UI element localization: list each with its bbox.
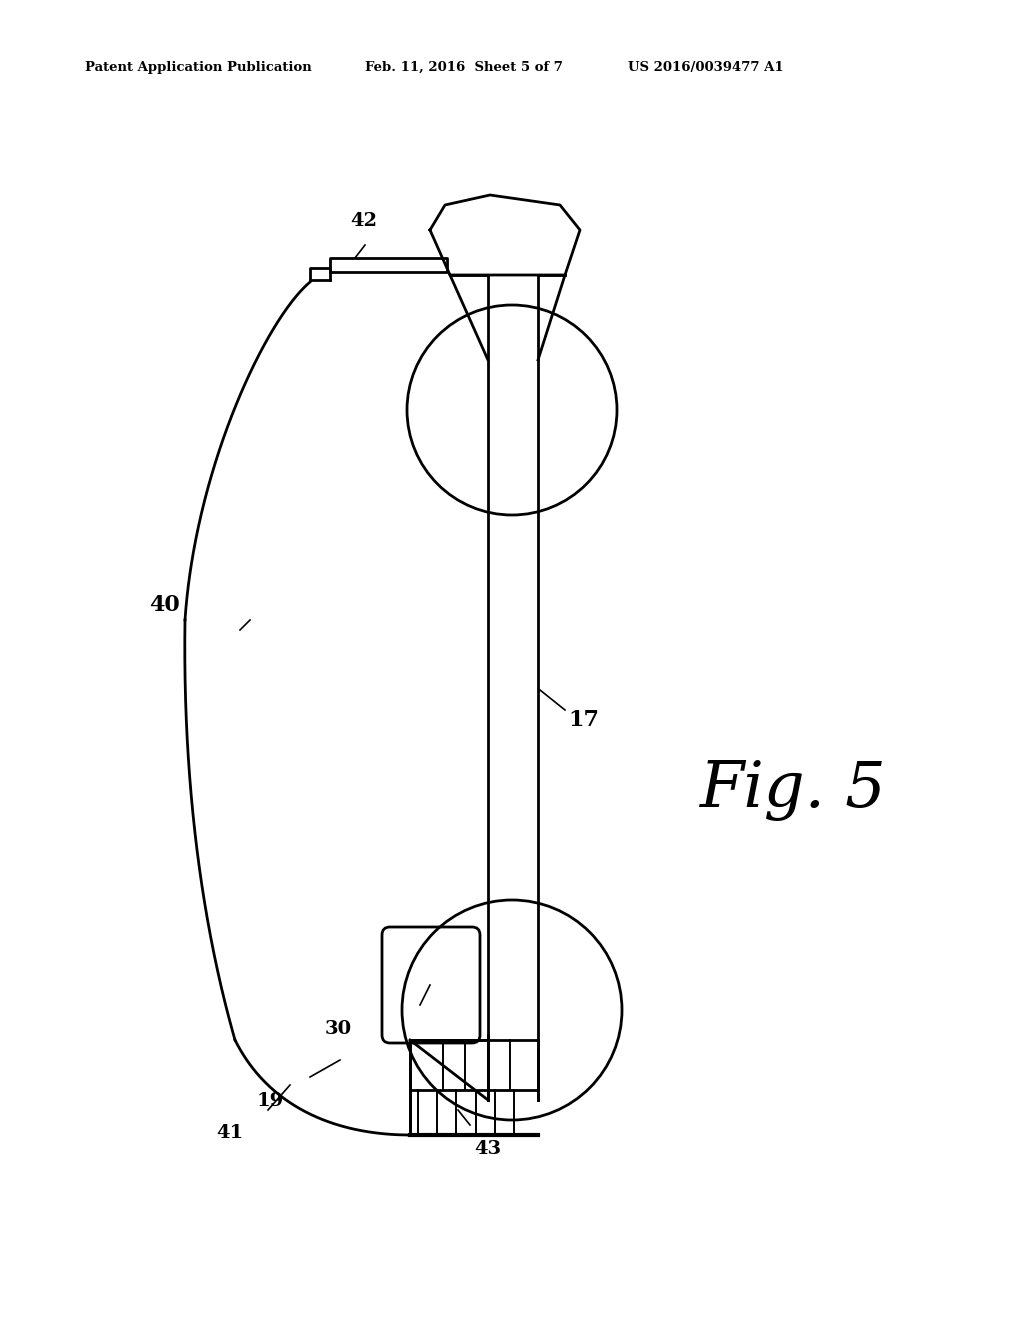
Text: 17: 17 — [568, 709, 599, 731]
Text: US 2016/0039477 A1: US 2016/0039477 A1 — [628, 61, 783, 74]
Text: Fig. 5: Fig. 5 — [700, 759, 887, 821]
Text: Feb. 11, 2016  Sheet 5 of 7: Feb. 11, 2016 Sheet 5 of 7 — [365, 61, 563, 74]
Text: 30: 30 — [325, 1020, 351, 1038]
Text: 43: 43 — [474, 1140, 502, 1158]
Text: 40: 40 — [150, 594, 180, 616]
Text: 41: 41 — [216, 1125, 244, 1142]
Text: 42: 42 — [350, 213, 377, 230]
Text: Patent Application Publication: Patent Application Publication — [85, 61, 311, 74]
Text: 19: 19 — [256, 1092, 284, 1110]
